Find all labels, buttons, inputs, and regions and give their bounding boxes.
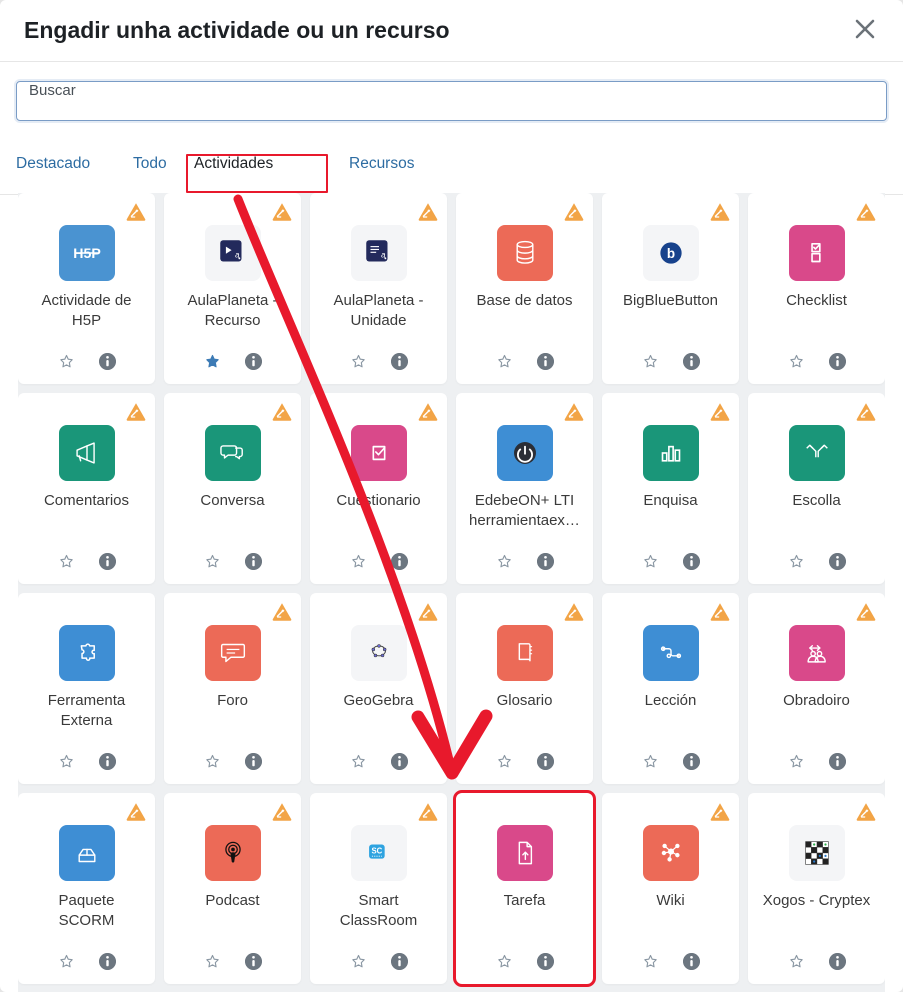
svg-text:b: b [666,246,674,261]
svg-text:SC: SC [371,847,382,856]
svg-text:H5P: H5P [73,246,101,262]
